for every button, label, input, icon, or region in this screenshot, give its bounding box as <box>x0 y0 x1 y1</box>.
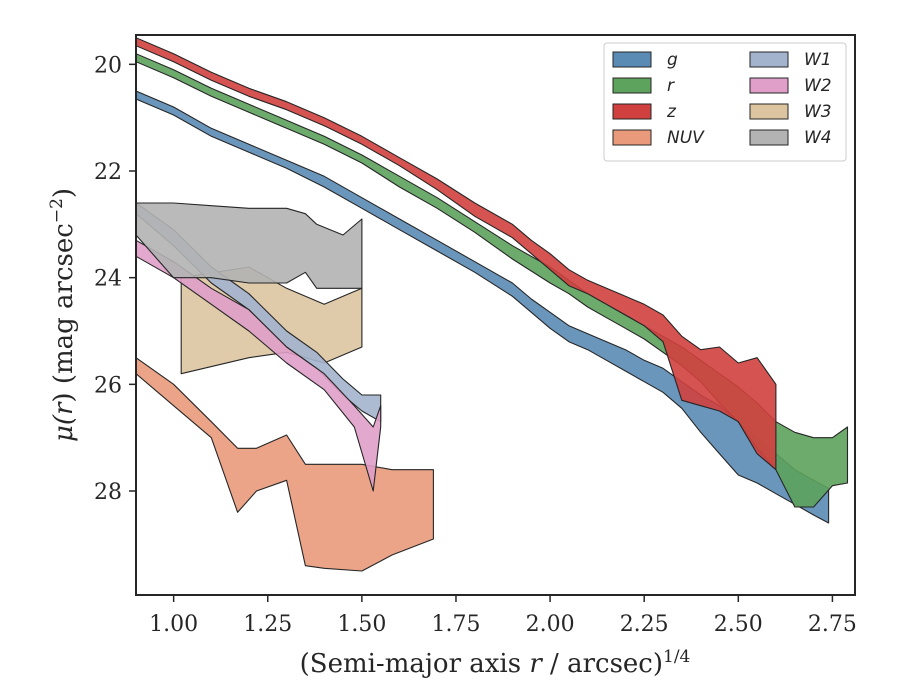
y-axis-label: μ(r) (mag arcsec−2) <box>47 188 79 442</box>
legend-swatch-r <box>612 77 652 94</box>
band-z <box>136 37 777 471</box>
legend-label-g: g <box>667 50 678 70</box>
y-tick-label: 24 <box>94 267 122 292</box>
legend-label-nuv: NUV <box>667 128 705 148</box>
x-tick-label: 1.00 <box>149 612 198 637</box>
legend-swatch-nuv <box>612 129 652 146</box>
legend-swatch-w1 <box>749 51 789 68</box>
y-tick-label: 26 <box>94 373 122 398</box>
x-tick-label: 2.75 <box>808 612 857 637</box>
y-tick-label: 28 <box>94 480 122 505</box>
y-tick-label: 22 <box>94 160 122 185</box>
legend-swatch-w2 <box>749 77 789 94</box>
y-tick-label: 20 <box>94 53 122 78</box>
legend-label-w2: W2 <box>804 76 832 96</box>
legend-label-r: r <box>667 76 675 96</box>
legend-swatch-w4 <box>749 129 789 146</box>
x-axis-ticks: 1.00 1.25 1.50 1.75 2.00 2.25 2.50 2.75 <box>149 595 857 637</box>
legend-label-w3: W3 <box>804 102 832 122</box>
legend-swatch-z <box>612 103 652 120</box>
y-axis-ticks: 20 22 24 26 28 <box>94 53 136 505</box>
x-tick-label: 1.25 <box>243 612 292 637</box>
profile-bands <box>136 37 849 572</box>
legend-label-w4: W4 <box>804 128 832 148</box>
band-w2 <box>136 239 382 492</box>
plot-frame <box>135 34 856 596</box>
x-tick-label: 2.25 <box>620 612 669 637</box>
legend-swatch-g <box>612 51 652 68</box>
legend-label-w1: W1 <box>804 50 832 70</box>
x-tick-label: 1.75 <box>431 612 480 637</box>
legend-swatch-w3 <box>749 103 789 120</box>
band-nuv <box>136 357 434 572</box>
legend: grz NUV W1 W2 W3 W4 <box>603 42 847 162</box>
legend-label-z: z <box>666 102 677 122</box>
band-w4 <box>136 202 363 289</box>
x-tick-label: 1.50 <box>337 612 386 637</box>
x-tick-label: 2.00 <box>526 612 575 637</box>
band-g <box>136 90 830 524</box>
x-axis-label: (Semi-major axis r / arcsec)1/4 <box>300 647 691 679</box>
x-tick-label: 2.50 <box>714 612 763 637</box>
